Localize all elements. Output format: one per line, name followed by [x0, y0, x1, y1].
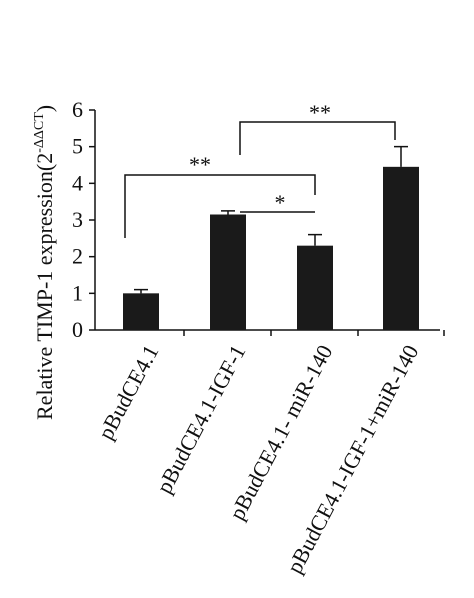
bar: [383, 166, 419, 330]
bar: [123, 293, 159, 330]
y-label-main: Relative TIMP-1 expression(2: [32, 153, 57, 420]
significance-bracket: [239, 121, 396, 155]
significance-label: *: [275, 190, 286, 215]
y-tick-label: 2: [72, 244, 83, 269]
y-tick-label: 1: [72, 280, 83, 305]
y-tick-label: 5: [72, 134, 83, 159]
significance-label: **: [309, 100, 331, 125]
y-axis-label: Relative TIMP-1 expression(2-ΔΔCT): [32, 105, 57, 420]
error-bar: [221, 210, 235, 215]
bar: [297, 245, 333, 330]
significance-label: **: [189, 152, 211, 177]
significance-bracket: [124, 174, 316, 238]
y-label-sup: -ΔΔCT: [32, 112, 47, 153]
y-tick-label: 4: [72, 170, 83, 195]
error-bar: [134, 288, 148, 294]
x-tick-label: pBudCE4.1: [93, 341, 164, 444]
y-label-end: ): [32, 105, 57, 112]
error-bar: [394, 145, 408, 167]
y-tick-label: 0: [72, 317, 83, 342]
y-tick-label: 6: [72, 97, 83, 122]
x-tick-label: pBudCE4.1-IGF-1: [151, 341, 250, 498]
error-bar: [308, 233, 322, 246]
y-tick-label: 3: [72, 207, 83, 232]
bar: [210, 214, 246, 330]
